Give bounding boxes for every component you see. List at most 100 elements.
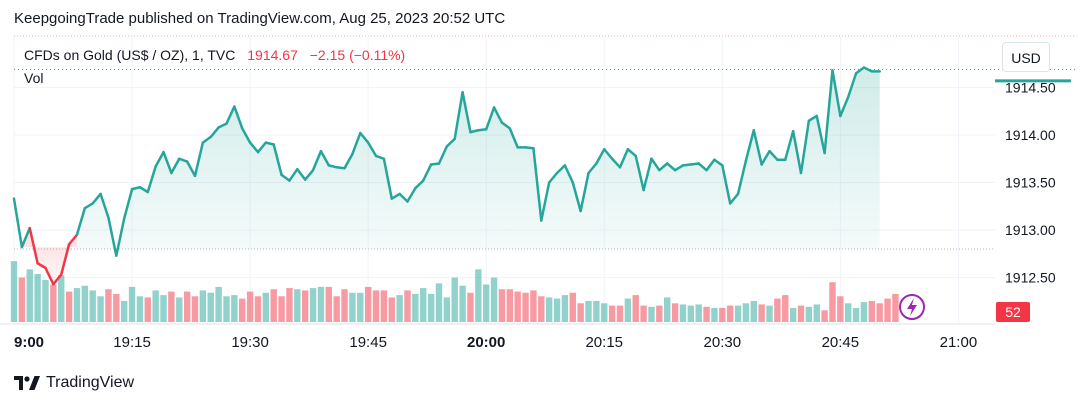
volume-bar	[128, 286, 136, 322]
price-segment	[603, 148, 614, 160]
price-line	[12, 66, 1075, 286]
volume-bar	[270, 289, 277, 322]
y-tick-label: 1913.00	[1005, 222, 1056, 238]
price-segment	[67, 233, 79, 246]
price-segment	[83, 202, 94, 210]
price-segment	[744, 129, 756, 162]
price-segment	[414, 179, 425, 190]
volume-bar	[89, 290, 96, 322]
price-segment	[634, 154, 645, 192]
volume-bar	[309, 288, 317, 322]
last-price-marker	[995, 79, 1071, 83]
price-segment	[52, 273, 63, 286]
volume-bar	[372, 290, 380, 322]
volume-bar	[538, 296, 545, 322]
price-segment	[264, 141, 275, 146]
volume-bar	[483, 284, 490, 322]
price-segment	[303, 168, 315, 181]
volume-bar	[341, 289, 348, 322]
volume-bar	[144, 297, 151, 322]
price-segment	[170, 157, 181, 175]
volume-bar	[435, 283, 443, 322]
volume-bar	[868, 300, 876, 322]
volume-bar	[42, 279, 49, 322]
volume-bar	[805, 306, 813, 322]
volume-bar	[451, 277, 458, 322]
price-segment	[610, 157, 622, 169]
y-tick-label: 1914.00	[1005, 127, 1056, 143]
price-area-red	[21, 228, 77, 285]
volume-bar	[286, 288, 293, 322]
price-segment	[115, 217, 126, 257]
volume-bar	[585, 300, 592, 322]
price-segment	[784, 129, 795, 161]
volume-bar	[719, 307, 726, 322]
price-segment	[839, 95, 850, 118]
currency-button[interactable]: USD	[1002, 42, 1050, 72]
volume-bar	[459, 285, 466, 322]
volume-bar	[632, 295, 639, 322]
volume-bar	[333, 296, 340, 322]
price-segment	[44, 266, 55, 286]
volume-bar	[734, 305, 742, 322]
volume-bar	[750, 300, 757, 322]
volume-label: Vol	[24, 70, 44, 86]
volume-bar	[239, 298, 246, 322]
price-area-fill	[76, 67, 880, 256]
volume-bar	[648, 306, 655, 322]
x-tick-label: 19:45	[349, 334, 387, 351]
volume-bar	[640, 305, 647, 322]
volume-bar	[616, 305, 624, 322]
price-segment	[791, 129, 803, 175]
volume-bar	[490, 277, 498, 322]
price-segment	[540, 181, 551, 222]
lightning-icon-bolt	[907, 298, 917, 316]
price-segment	[366, 141, 378, 158]
price-segment	[854, 66, 866, 75]
price-segment	[36, 262, 47, 270]
footer-brand[interactable]: TradingView	[14, 374, 134, 392]
volume-bar	[152, 290, 159, 322]
volume-bar	[876, 303, 883, 322]
volume-bar	[317, 286, 325, 322]
volume-bar	[254, 296, 262, 322]
price-segment	[390, 192, 401, 200]
volume-bar	[695, 304, 702, 322]
volume-bar	[168, 291, 175, 322]
price-segment	[587, 162, 598, 175]
volume-bar	[443, 297, 451, 322]
price-segment	[20, 226, 31, 249]
price-segment	[571, 181, 582, 213]
price-segment	[681, 163, 693, 167]
price-segment	[217, 122, 228, 129]
markers: 52	[899, 79, 1071, 322]
price-segment	[658, 162, 669, 172]
price-segment	[642, 157, 653, 192]
volume-bar	[742, 303, 750, 322]
price-segment	[146, 165, 157, 194]
lightning-icon[interactable]	[899, 294, 925, 320]
x-tick-label: 20:30	[704, 334, 742, 351]
volume-bar	[278, 296, 285, 322]
volume-bar	[325, 286, 332, 322]
volume-bar	[837, 296, 844, 322]
volume-value-label: 52	[1005, 304, 1021, 320]
price-segment	[154, 150, 165, 168]
volume-bar	[664, 297, 671, 322]
volume-bar	[829, 282, 836, 322]
volume-bar	[553, 298, 561, 322]
volume-bar	[703, 306, 710, 322]
volume-bar	[113, 293, 120, 322]
volume-bar	[412, 293, 419, 322]
volume-bar	[774, 298, 781, 322]
volume-bar	[852, 307, 860, 322]
tradingview-text: TradingView	[46, 374, 135, 391]
price-segment	[421, 163, 433, 182]
volume-bar	[475, 269, 482, 322]
price-segment	[697, 162, 708, 172]
volume-bar	[10, 261, 18, 322]
volume-bar	[183, 291, 191, 322]
volume-bar	[884, 298, 891, 322]
volume-bar	[199, 290, 207, 322]
